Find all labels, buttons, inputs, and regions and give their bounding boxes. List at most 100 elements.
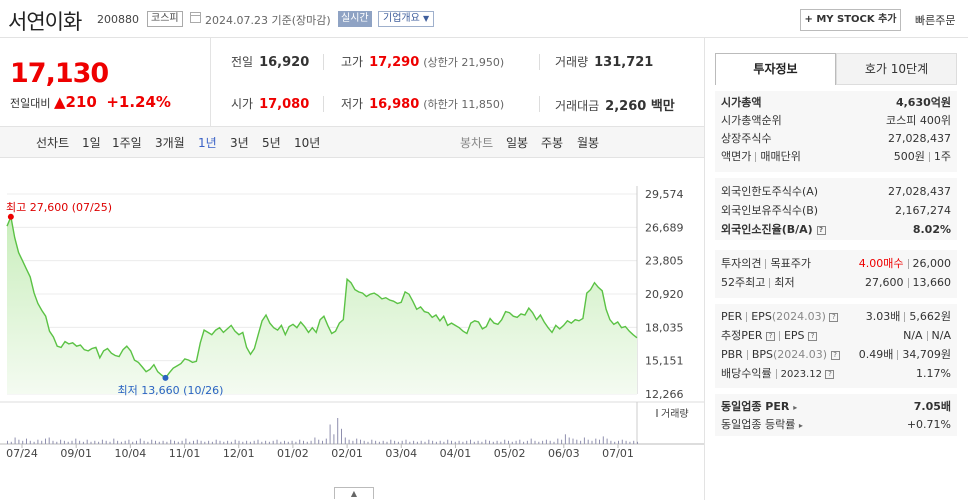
volume-bar [348,439,350,444]
price-chart: 29,574 26,689 23,805 20,920 18,035 15,151 12,2… [0,158,704,500]
volume-bar [86,439,88,444]
volume-bar [583,437,585,444]
volume-bar [451,440,452,445]
volume-bar [352,440,354,445]
high-value: 17,290 [369,55,420,70]
open-value: 17,080 [259,97,310,112]
x-tick-label: 12/01 [223,447,255,460]
volume-bar [204,441,206,444]
price-summary: 전일 16,920 고가 17,290 (상한가 21,950) 거래량 131,721… [210,38,704,126]
volume-bar [606,438,608,444]
period-1y[interactable]: 1년 [198,136,217,150]
volume-bar [580,440,582,445]
volume-bar [508,440,509,445]
tab-investment-info[interactable]: 투자정보 [715,53,836,85]
rank-value: 코스피 400위 [886,114,951,127]
company-overview-button[interactable]: 기업개요 ▼ [378,11,435,27]
volume-bar [454,441,456,444]
foreign-section: 외국인한도주식수(A) 27,028,437 외국인보유주식수(B) 2,167,2… [715,178,957,240]
high-cell: 고가 17,290 (상한가 21,950) [341,53,504,70]
help-icon[interactable]: ? [765,331,775,341]
volume-bar [227,440,229,445]
volume-bar [447,439,449,444]
volume-bar [405,439,407,444]
period-1w[interactable]: 1주일 [112,136,142,150]
my-stock-add-button[interactable]: + MY STOCK 추가 [800,9,901,31]
volume-bar [45,438,46,444]
candle-monthly[interactable]: 월봉 [577,136,600,150]
volume-bar [485,439,487,444]
volume-bar [610,440,612,445]
volume-bar [557,438,559,444]
sector-per-value: 7.05배 [913,400,951,413]
volume-bar [526,440,528,445]
volume-bar [295,441,297,444]
amount-label: 거래대금 [555,99,600,113]
volume-bar [268,441,270,444]
volume-bar [219,440,221,445]
volume-bar [371,439,373,444]
foreign-hold-label: 외국인보유주식수(B) [721,204,819,217]
est-per-label: 추정PER [721,329,763,342]
period-1d[interactable]: 1일 [82,136,101,150]
volume-bar [177,441,179,444]
stock-header: 서연이화 200880 코스피 2024.07.23 기준(장마감) 실시간 기… [0,0,968,38]
open-cell: 시가 17,080 [231,95,309,112]
period-10y[interactable]: 10년 [294,136,321,150]
sector-per-label: 동일업종 PER [721,400,790,413]
volume-bar [128,439,130,444]
volume-bar [143,440,145,445]
volume-bar [56,441,58,444]
tab-order-book[interactable]: 호가 10단계 [836,53,957,85]
chevron-up-icon: ▲ [350,489,358,498]
quick-order-link[interactable]: 빠른주문 [915,14,956,27]
volume-bar [26,438,27,444]
x-tick-label: 09/01 [60,447,92,460]
candle-weekly[interactable]: 주봉 [541,136,564,150]
pbr-label: PBR [721,348,743,361]
trade-unit-value: 1주 [933,150,951,163]
help-icon[interactable]: ? [829,312,839,322]
volume-bar [82,441,84,444]
candle-daily[interactable]: 일봉 [506,136,529,150]
max-label: 최고 27,600 (07/25) [6,201,112,214]
chart-collapse-button[interactable]: ▲ [334,487,374,499]
volume-bar [314,437,316,444]
volume-bar [101,439,103,444]
volume-bar [416,441,418,444]
help-icon[interactable]: ? [825,369,835,379]
foreign-rate-value: 8.02% [912,223,951,236]
bps-value: 34,709원 [902,348,951,361]
par-label: 액면가 [721,150,752,163]
volume-bar [318,439,320,444]
volume-bar [337,418,339,444]
period-5y[interactable]: 5년 [262,136,281,150]
volume-bar [253,440,255,445]
period-3y[interactable]: 3년 [230,136,249,150]
volume-bar [29,440,31,445]
volume-bar [618,440,619,445]
volume-bar [287,441,289,444]
realtime-button[interactable]: 실시간 [338,11,372,27]
high-label: 고가 [341,55,364,69]
chevron-right-icon: ▸ [793,403,798,412]
help-icon[interactable]: ? [808,331,818,341]
volume-bar [637,441,638,444]
volume-bar [576,439,578,444]
period-3m[interactable]: 3개월 [155,136,185,150]
market-badge: 코스피 [147,11,183,27]
volume-bar [18,439,20,444]
volume-bar [249,441,251,444]
x-tick-label: 03/04 [385,447,417,460]
volume-bar [310,440,312,445]
prev-close-value: 16,920 [259,55,310,70]
x-tick-label: 07/01 [602,447,634,460]
help-icon[interactable]: ? [816,225,826,235]
volume-bar [424,441,426,444]
volume-bar [211,441,213,444]
volume-bar [329,424,331,444]
volume-bar [462,441,464,444]
trade-unit-label: 매매단위 [760,150,801,163]
volume-bar [538,441,540,444]
help-icon[interactable]: ? [830,350,840,360]
